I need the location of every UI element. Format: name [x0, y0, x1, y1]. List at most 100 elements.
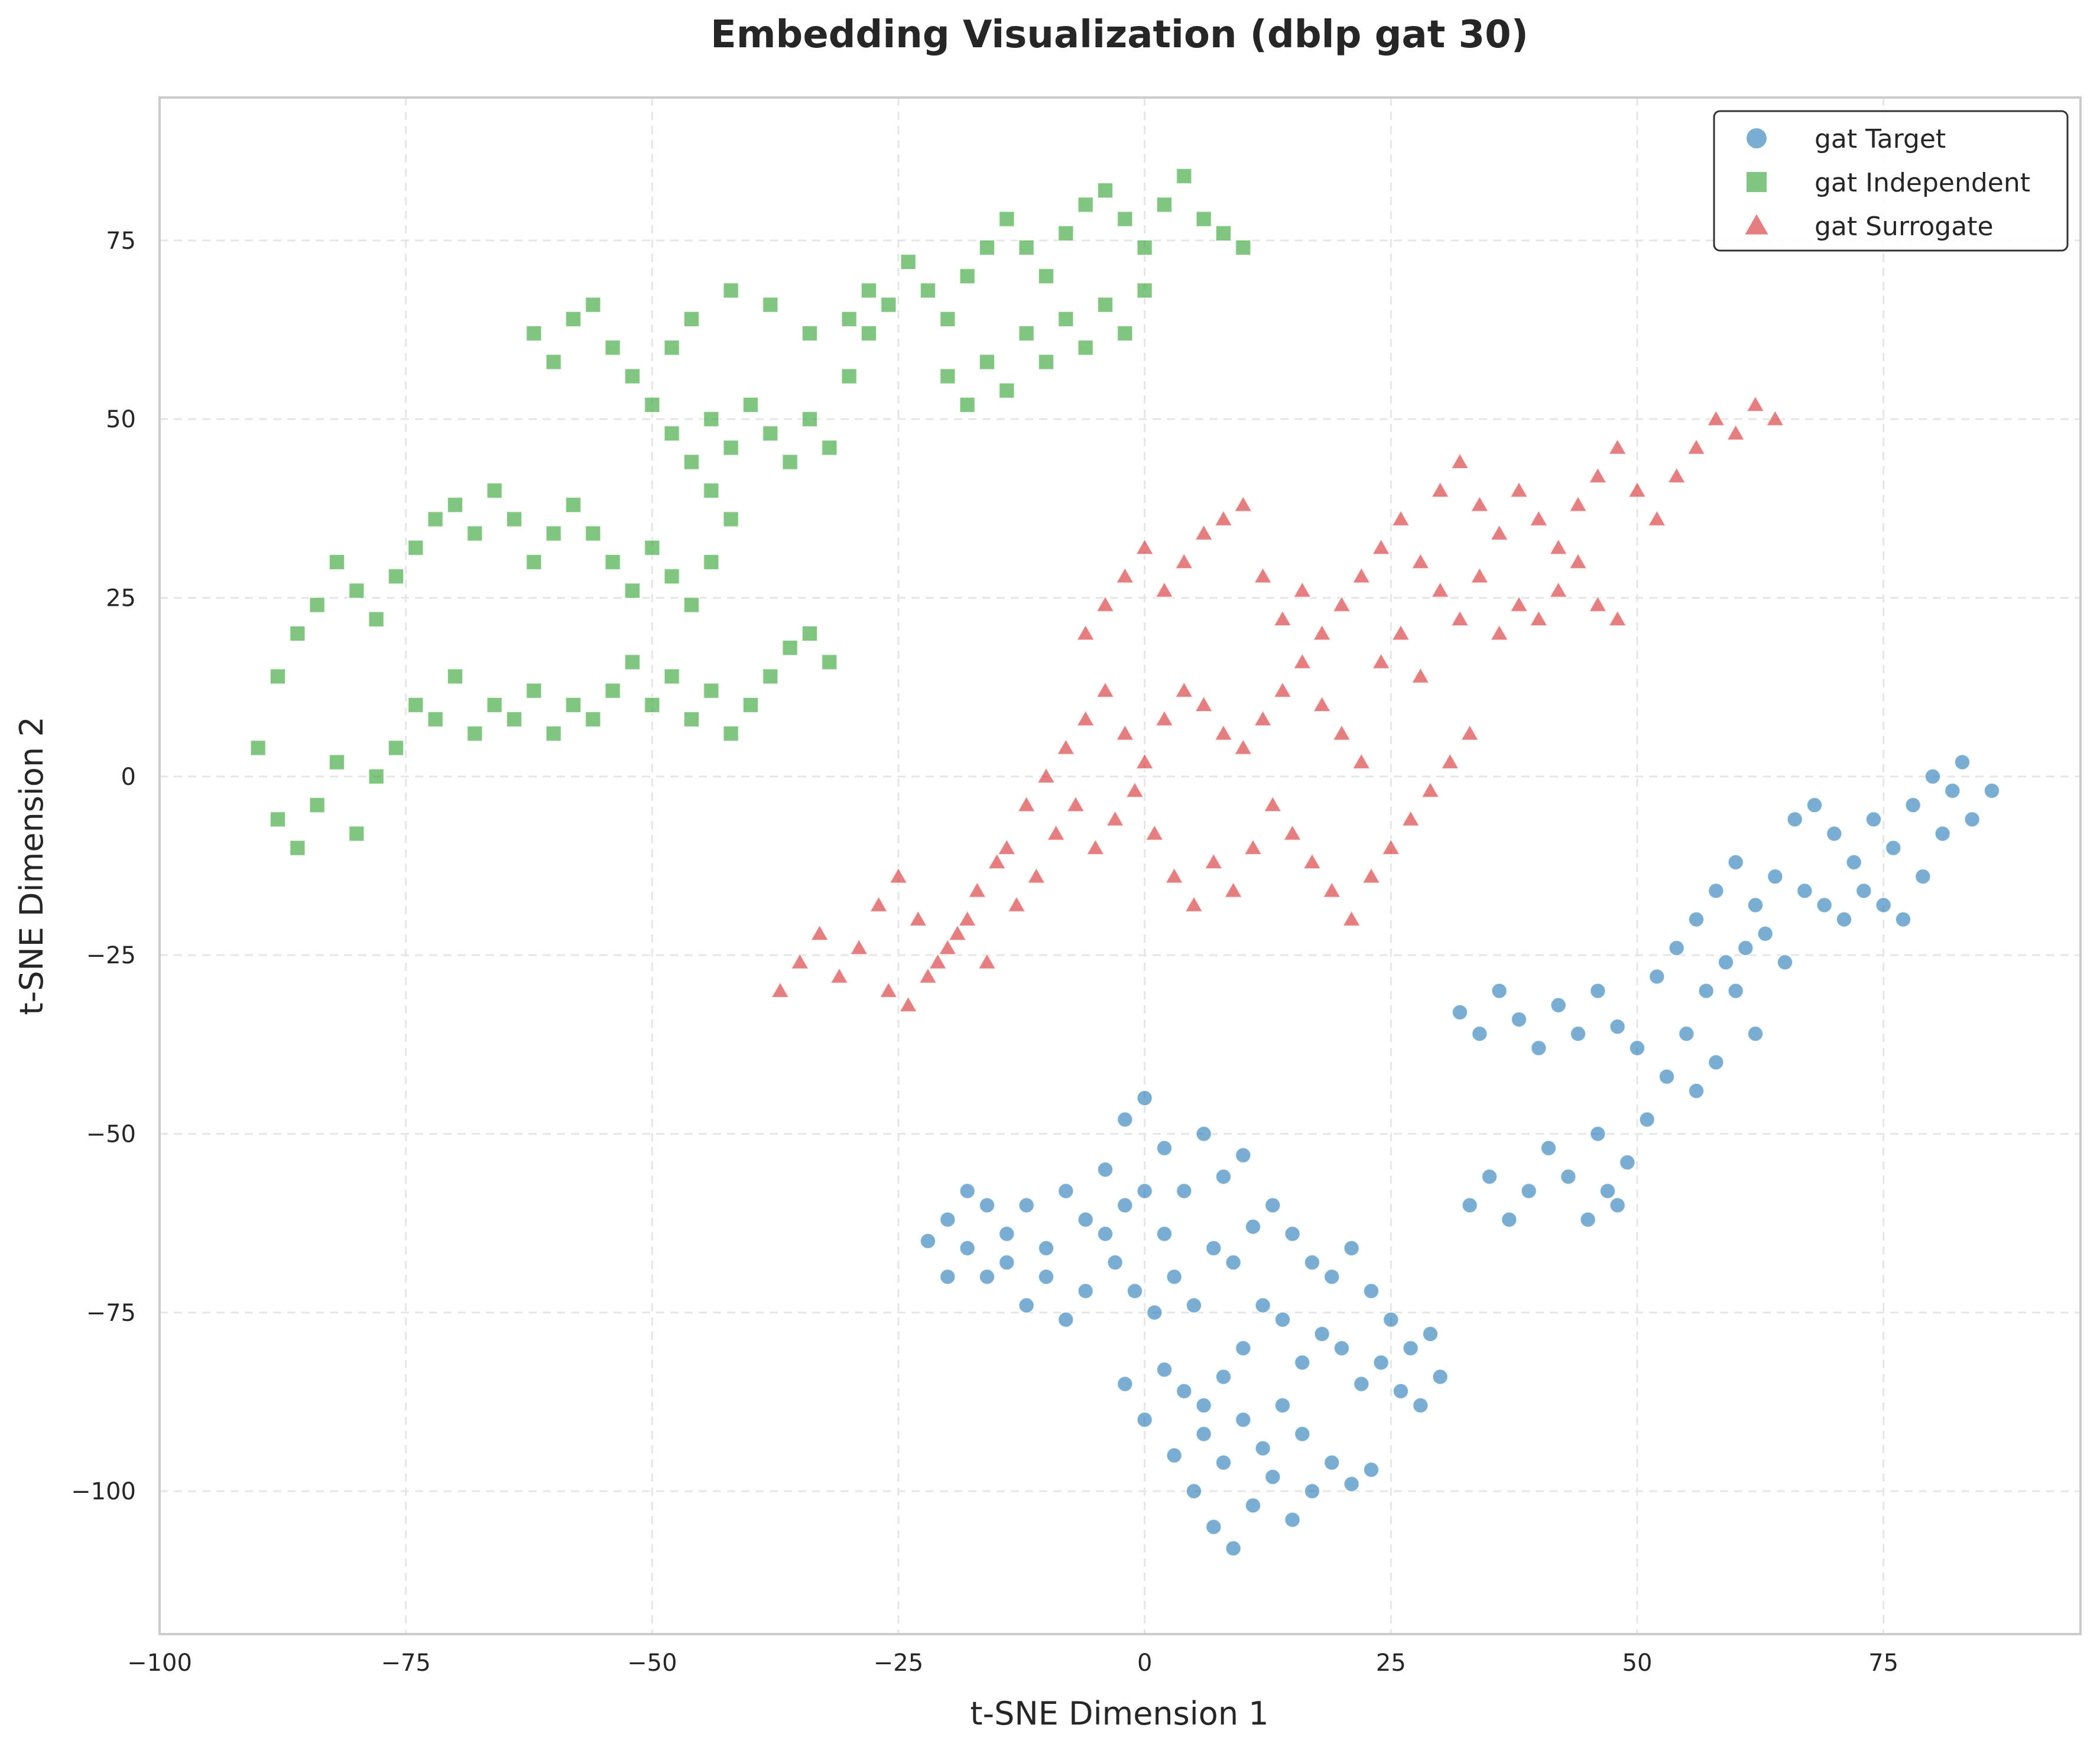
data-point — [1469, 566, 1490, 584]
data-point — [1489, 523, 1510, 541]
data-point — [1686, 437, 1706, 455]
data-point — [407, 539, 424, 556]
data-point — [624, 582, 641, 599]
data-point — [604, 339, 621, 356]
series-square — [249, 168, 1252, 856]
data-point — [1509, 595, 1529, 612]
data-point — [644, 539, 661, 556]
data-point — [1046, 823, 1066, 841]
data-point — [1412, 1397, 1429, 1414]
data-point — [1765, 409, 1786, 427]
data-point — [1066, 795, 1086, 813]
data-point — [986, 852, 1007, 870]
data-point — [1400, 809, 1421, 827]
data-point — [1450, 452, 1470, 469]
data-point — [388, 739, 404, 756]
data-point — [829, 966, 849, 984]
data-point — [762, 296, 779, 313]
data-point — [762, 668, 779, 685]
data-point — [1323, 1268, 1341, 1285]
data-point — [1156, 1139, 1173, 1157]
data-point — [703, 554, 720, 571]
data-point — [1127, 1282, 1143, 1300]
data-point — [1816, 897, 1833, 914]
y-tick-label: 25 — [106, 585, 136, 612]
data-point — [1166, 1447, 1183, 1464]
data-point — [703, 411, 720, 428]
data-point — [1233, 495, 1254, 512]
data-point — [781, 453, 799, 470]
data-point — [1450, 609, 1470, 627]
data-point — [742, 696, 759, 713]
data-point — [1353, 1375, 1370, 1392]
data-point — [1166, 1268, 1183, 1285]
grid — [158, 98, 2080, 1634]
data-point — [525, 554, 543, 571]
data-point — [1471, 1025, 1488, 1043]
data-point — [1371, 537, 1391, 556]
data-point — [1528, 609, 1549, 627]
data-point — [1588, 466, 1608, 484]
data-point — [1252, 709, 1273, 727]
data-point — [979, 1268, 995, 1285]
data-point — [1245, 1497, 1261, 1514]
data-point — [585, 711, 602, 728]
data-point — [329, 754, 345, 771]
data-point — [1274, 1397, 1291, 1414]
data-point — [1904, 797, 1922, 814]
data-point — [937, 938, 958, 956]
data-point — [1057, 225, 1075, 242]
data-point — [663, 568, 680, 585]
data-point — [1589, 1125, 1606, 1142]
data-point — [1193, 694, 1214, 713]
chart-title: Embedding Visualization (dblp gat 30) — [710, 13, 1528, 57]
data-point — [1806, 797, 1823, 814]
data-point — [861, 282, 877, 299]
data-point — [1924, 768, 1941, 785]
data-point — [1648, 968, 1666, 985]
data-point — [1459, 723, 1480, 741]
data-point — [959, 1239, 976, 1256]
legend: gat Target gat Independent gat Surrogate — [1713, 110, 2069, 252]
data-point — [1007, 895, 1027, 913]
data-point — [368, 611, 385, 628]
data-point — [427, 511, 444, 528]
data-point — [1312, 624, 1332, 641]
data-point — [1422, 1326, 1439, 1343]
data-point — [1203, 852, 1224, 870]
data-point — [565, 310, 582, 327]
data-point — [388, 568, 404, 585]
data-point — [868, 895, 889, 913]
data-point — [821, 654, 838, 671]
data-point — [1106, 1254, 1124, 1271]
data-point — [1116, 1197, 1134, 1214]
data-point — [801, 625, 818, 642]
data-point — [249, 739, 267, 756]
data-point — [1757, 925, 1774, 942]
data-point — [1252, 566, 1273, 584]
y-tick-label: 0 — [121, 764, 136, 791]
data-point — [644, 397, 661, 413]
data-point — [407, 696, 424, 713]
data-point — [1747, 1025, 1764, 1043]
data-point — [309, 596, 326, 613]
data-point — [703, 682, 720, 699]
data-point — [545, 525, 562, 542]
data-point — [1245, 1218, 1261, 1235]
data-point — [840, 310, 858, 327]
data-point — [1607, 437, 1628, 455]
data-point — [1273, 680, 1293, 698]
data-point — [1302, 852, 1322, 870]
data-point — [939, 310, 956, 327]
data-point — [781, 639, 799, 657]
data-point — [506, 711, 522, 728]
data-point — [427, 711, 444, 728]
data-point — [722, 511, 739, 528]
data-point — [1292, 652, 1313, 670]
data-point — [624, 368, 641, 385]
data-point — [1697, 982, 1715, 999]
data-point — [270, 668, 286, 685]
data-point — [900, 254, 917, 271]
legend-label: gat Surrogate — [1815, 212, 1994, 242]
data-point — [1057, 310, 1075, 327]
